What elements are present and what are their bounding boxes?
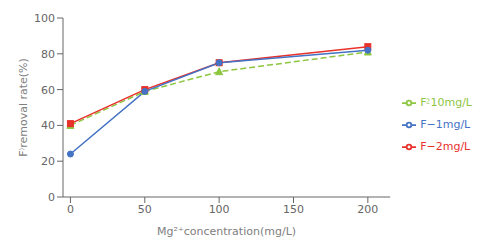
svg-text:20: 20 [41,155,55,168]
svg-text:80: 80 [41,48,55,61]
svg-text:0: 0 [67,203,74,216]
svg-text:50: 50 [138,203,152,216]
svg-text:40: 40 [41,119,55,132]
svg-text:100: 100 [34,12,55,25]
html-text:F⁲10mg/L: F⁲10mg/L [420,96,472,109]
svg-text:100: 100 [209,203,230,216]
svg-text:200: 200 [357,203,378,216]
svg-text:60: 60 [41,84,55,97]
html-text:F−1mg/L: F−1mg/L [420,118,471,131]
svg-text:F⁾removal rate(%): F⁾removal rate(%) [17,58,30,157]
svg-text:Mg²⁺concentration(mg/L): Mg²⁺concentration(mg/L) [157,225,296,238]
html-text:F−2mg/L: F−2mg/L [420,140,471,153]
svg-text:150: 150 [283,203,304,216]
svg-text:0: 0 [48,191,55,204]
